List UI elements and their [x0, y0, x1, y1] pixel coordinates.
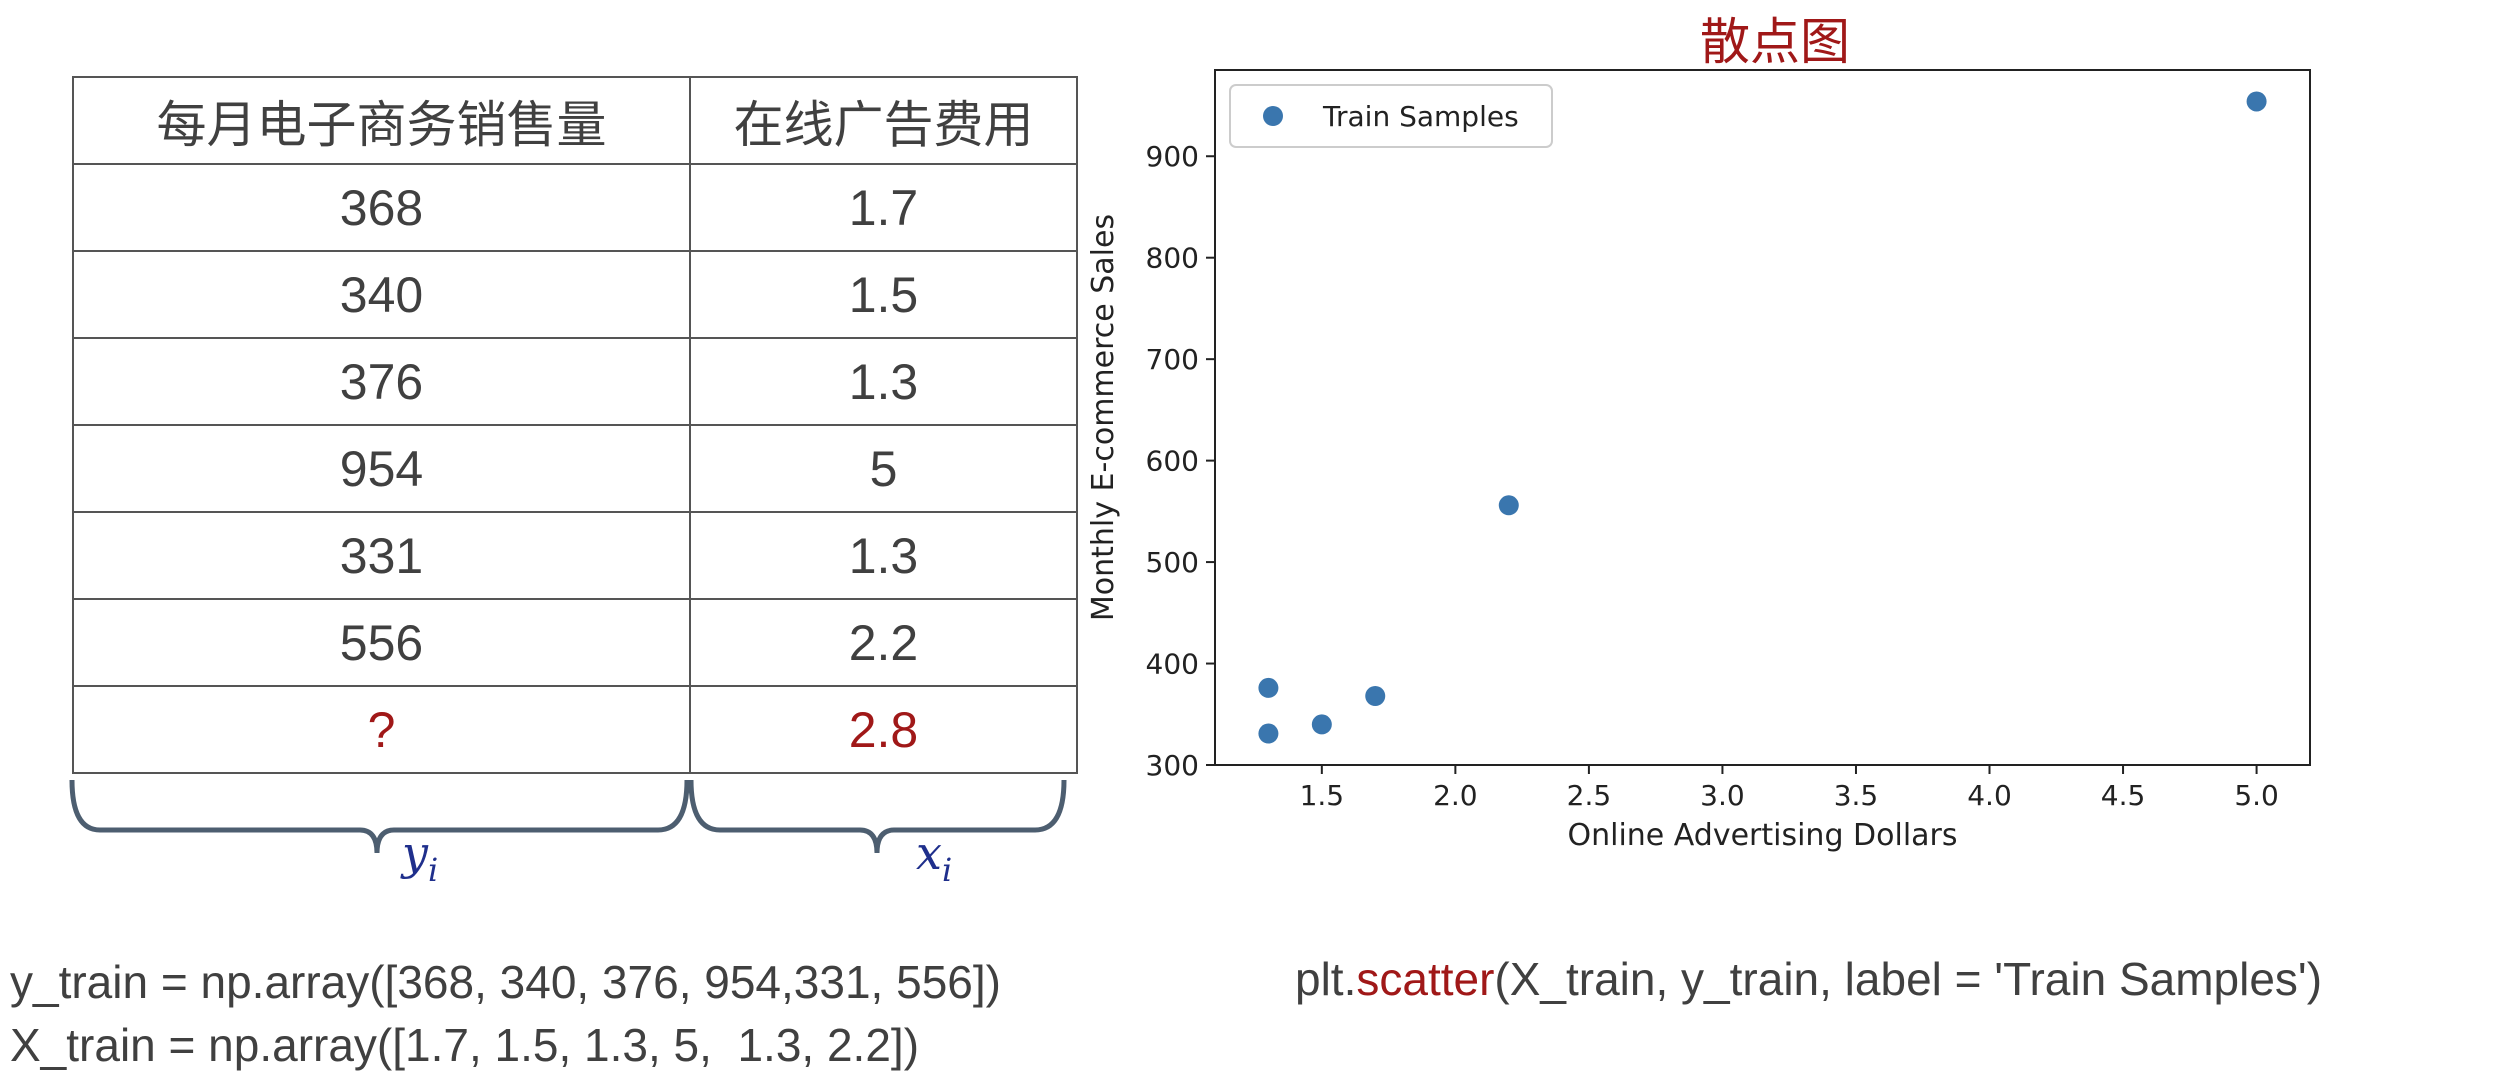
scatter-point — [1365, 686, 1386, 707]
x-tick-label: 1.5 — [1300, 779, 1345, 812]
cell-ad-cost: 1.3 — [689, 511, 1078, 600]
brace-group — [69, 779, 1067, 854]
header-ad-cost: 在线广告费用 — [689, 76, 1078, 165]
scatter-function: scatter — [1356, 953, 1495, 1005]
scatter-point — [1258, 677, 1279, 698]
table-row: 376 1.3 — [72, 337, 1078, 426]
scatter-chart: 1.5 2.0 2.5 3.0 3.5 4.0 4.5 5.0 300 400 500 600 700 8… — [1086, 69, 2311, 853]
code-x-train: X_train = np.array([1.7, 1.5, 1.3, 5, 1.… — [10, 1019, 920, 1071]
cell-sales: 556 — [72, 598, 691, 687]
table-row: 331 1.3 — [72, 511, 1078, 600]
x-tick-label: 3.0 — [1700, 779, 1745, 812]
table-row: 368 1.7 — [72, 163, 1078, 252]
cell-ad-cost: 1.3 — [689, 337, 1078, 426]
y-tick-label: 800 — [1146, 242, 1199, 275]
data-table: 每月电子商务销售量 在线广告费用 368 1.7 340 1.5 376 1.3 954 5 3… — [72, 76, 1078, 774]
legend-label: Train Samples — [1322, 100, 1519, 133]
chart-title: 散点图 — [1700, 13, 1850, 71]
x-tick-label: 2.5 — [1567, 779, 1612, 812]
plot-frame — [1214, 69, 2311, 766]
y-variable-label: yi — [402, 826, 439, 889]
scatter-point — [1311, 714, 1332, 735]
cell-sales: 368 — [72, 163, 691, 252]
cell-ad-cost: 5 — [689, 424, 1078, 513]
cell-ad-cost: 2.8 — [689, 685, 1078, 774]
x-tick-label: 2.0 — [1433, 779, 1478, 812]
y-axis-label: Monthly E-commerce Sales — [1086, 214, 1121, 621]
cell-sales: 331 — [72, 511, 691, 600]
code-y-train: y_train = np.array([368, 340, 376, 954,3… — [10, 956, 1001, 1008]
code-scatter: plt.scatter(X_train, y_train, label = 'T… — [1295, 953, 2323, 1005]
x-tick-label: 4.0 — [1967, 779, 2012, 812]
y-tick-label: 300 — [1146, 749, 1199, 782]
y-tick-label: 700 — [1146, 343, 1199, 376]
y-tick-label: 600 — [1146, 445, 1199, 478]
y-brace — [69, 779, 690, 854]
cell-ad-cost: 1.7 — [689, 163, 1078, 252]
x-tick-label: 5.0 — [2234, 779, 2279, 812]
scatter-point — [1498, 495, 1519, 516]
y-tick-label: 500 — [1146, 546, 1199, 579]
x-tick-label: 4.5 — [2101, 779, 2146, 812]
header-monthly-sales: 每月电子商务销售量 — [72, 76, 691, 165]
legend-box — [1229, 84, 1553, 148]
cell-sales: ? — [72, 685, 691, 774]
x-tick-label: 3.5 — [1834, 779, 1879, 812]
cell-sales: 376 — [72, 337, 691, 426]
table-header-row: 每月电子商务销售量 在线广告费用 — [72, 76, 1078, 165]
table-row: ? 2.8 — [72, 685, 1078, 774]
y-tick-label: 400 — [1146, 648, 1199, 681]
cell-sales: 954 — [72, 424, 691, 513]
legend-marker — [1263, 106, 1283, 126]
y-tick-label: 900 — [1146, 140, 1199, 173]
cell-ad-cost: 2.2 — [689, 598, 1078, 687]
cell-sales: 340 — [72, 250, 691, 339]
x-brace — [688, 779, 1067, 854]
table-body: 368 1.7 340 1.5 376 1.3 954 5 331 1.3 556 2.2? 2.8 — [72, 163, 1078, 774]
x-axis-label: Online Advertising Dollars — [1567, 818, 1957, 853]
scatter-point — [2246, 91, 2267, 112]
cell-ad-cost: 1.5 — [689, 250, 1078, 339]
table-row: 340 1.5 — [72, 250, 1078, 339]
x-variable-label: xi — [916, 826, 953, 889]
scatter-point — [1258, 723, 1279, 744]
table-row: 556 2.2 — [72, 598, 1078, 687]
table-row: 954 5 — [72, 424, 1078, 513]
